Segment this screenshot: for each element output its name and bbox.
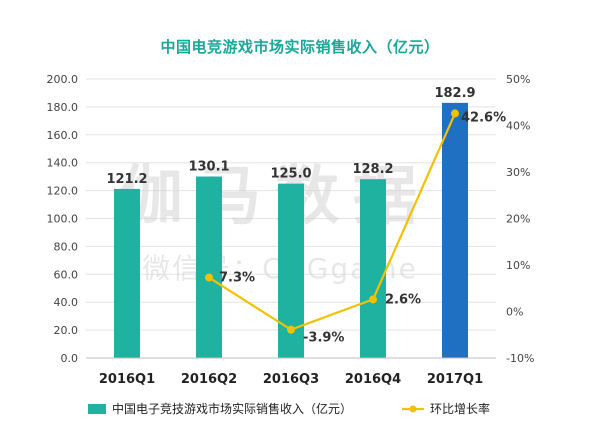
growth-point bbox=[205, 273, 213, 282]
bar bbox=[360, 179, 386, 358]
growth-point bbox=[451, 109, 459, 118]
growth-value-label: -3.9% bbox=[303, 331, 344, 346]
growth-value-label: 7.3% bbox=[219, 271, 255, 286]
x-tick-label: 2016Q3 bbox=[263, 372, 319, 387]
y-tick-label: 180.0 bbox=[47, 101, 79, 114]
x-tick-label: 2016Q4 bbox=[345, 372, 401, 387]
y-tick-label: 200.0 bbox=[47, 73, 79, 86]
chart-title: 中国电竞游戏市场实际销售收入（亿元） bbox=[160, 38, 440, 56]
bar-value-label: 182.9 bbox=[434, 86, 475, 101]
x-tick-label: 2017Q1 bbox=[427, 372, 483, 387]
y-tick-label: 100.0 bbox=[47, 213, 79, 226]
x-tick-label: 2016Q1 bbox=[99, 372, 155, 387]
y2-tick-label: -10% bbox=[506, 352, 534, 365]
bar-value-label: 130.1 bbox=[188, 160, 229, 175]
y-tick-label: 80.0 bbox=[54, 240, 79, 253]
y2-tick-label: 50% bbox=[506, 73, 530, 86]
bar bbox=[442, 102, 468, 359]
y2-tick-label: 10% bbox=[506, 259, 530, 272]
growth-point bbox=[287, 325, 295, 334]
bar bbox=[196, 176, 222, 358]
growth-line bbox=[208, 112, 457, 331]
growth-value-label: 2.6% bbox=[385, 292, 421, 307]
growth-value-label: 42.6% bbox=[461, 110, 506, 125]
y-tick-label: 160.0 bbox=[47, 129, 79, 142]
y2-tick-label: 0% bbox=[506, 306, 523, 319]
y2-tick-label: 40% bbox=[506, 120, 530, 133]
legend-line-label: 环比增长率 bbox=[430, 401, 490, 416]
bar-value-label: 128.2 bbox=[352, 162, 393, 177]
legend-bar-swatch bbox=[88, 404, 106, 414]
legend-line-marker bbox=[409, 405, 417, 413]
bar-value-label: 121.2 bbox=[106, 172, 147, 187]
y-tick-label: 20.0 bbox=[54, 324, 79, 337]
y-tick-label: 60.0 bbox=[54, 268, 79, 281]
y-tick-label: 120.0 bbox=[47, 185, 79, 198]
growth-point bbox=[369, 295, 377, 304]
y-tick-label: 40.0 bbox=[54, 296, 79, 309]
bar bbox=[114, 188, 140, 358]
legend-bar-label: 中国电子竞技游戏市场实际销售收入（亿元） bbox=[112, 401, 352, 416]
y-tick-label: 0.0 bbox=[61, 352, 79, 365]
x-tick-label: 2016Q2 bbox=[181, 372, 237, 387]
y2-tick-label: 30% bbox=[506, 166, 530, 179]
y2-tick-label: 20% bbox=[506, 213, 530, 226]
bar-value-label: 125.0 bbox=[270, 167, 311, 182]
y-tick-label: 140.0 bbox=[47, 157, 79, 170]
